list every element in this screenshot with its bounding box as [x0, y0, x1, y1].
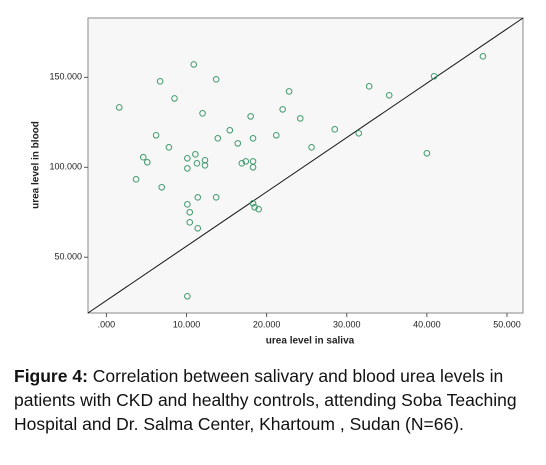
- x-tick-label: .000: [98, 319, 116, 329]
- point: [152, 131, 160, 139]
- point: [385, 92, 393, 99]
- point: [184, 201, 191, 208]
- reference-line: [87, 17, 524, 314]
- point: [212, 76, 220, 83]
- point: [184, 155, 191, 162]
- point: [132, 176, 140, 183]
- point: [331, 126, 339, 133]
- point: [296, 115, 304, 122]
- point: [201, 156, 209, 164]
- caption-text: Correlation between salivary and blood u…: [14, 366, 517, 434]
- x-tick-label: 50.000: [493, 319, 521, 329]
- y-tick-label: 150.000: [49, 72, 82, 82]
- point: [171, 95, 178, 102]
- point: [192, 151, 199, 158]
- caption-label: Figure 4:: [14, 366, 88, 386]
- point: [186, 208, 194, 216]
- point: [184, 292, 191, 300]
- point: [234, 140, 242, 147]
- y-tick-label: 50.000: [54, 252, 82, 262]
- point: [479, 53, 487, 60]
- point: [156, 78, 164, 85]
- point: [255, 205, 262, 213]
- point: [199, 110, 206, 117]
- point: [190, 61, 198, 68]
- point: [193, 160, 201, 167]
- point: [184, 165, 191, 172]
- caption: Figure 4: Correlation between salivary a…: [14, 364, 542, 436]
- point: [272, 131, 280, 139]
- point: [249, 163, 257, 171]
- point: [355, 130, 363, 137]
- point: [423, 149, 431, 157]
- point: [214, 135, 222, 142]
- x-tick-label: 40.000: [413, 319, 441, 329]
- y-tick-label: 100.000: [49, 162, 82, 172]
- y-axis-label: urea level in blood: [31, 121, 42, 209]
- point: [186, 219, 194, 226]
- point: [249, 135, 257, 142]
- point: [365, 83, 373, 90]
- point: [251, 203, 258, 211]
- point: [158, 183, 166, 191]
- point: [212, 194, 220, 201]
- point: [139, 153, 147, 161]
- point: [115, 104, 123, 111]
- point: [249, 199, 257, 207]
- point: [226, 126, 234, 134]
- point: [279, 106, 286, 113]
- point: [165, 144, 173, 151]
- x-tick-label: 10.000: [173, 319, 201, 329]
- point: [247, 113, 254, 120]
- point: [238, 160, 246, 167]
- x-tick-label: 30.000: [333, 319, 361, 329]
- x-axis-label: urea level in saliva: [266, 336, 355, 347]
- point: [242, 158, 250, 165]
- x-tick-label: 20.000: [253, 319, 281, 329]
- point: [194, 194, 202, 201]
- point: [285, 88, 293, 95]
- point: [194, 224, 202, 232]
- point: [430, 72, 438, 80]
- point: [143, 158, 151, 166]
- point: [308, 144, 315, 151]
- point: [201, 162, 209, 169]
- chart: urea level in saliva urea level in blood…: [31, 17, 524, 347]
